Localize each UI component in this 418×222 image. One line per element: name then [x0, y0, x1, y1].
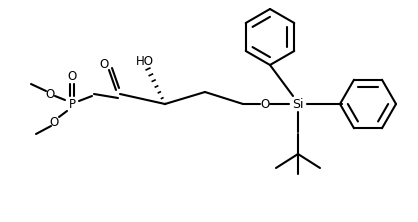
Text: O: O	[67, 69, 76, 83]
Text: O: O	[49, 115, 59, 129]
Text: HO: HO	[136, 54, 154, 67]
Text: P: P	[69, 97, 76, 111]
Text: Si: Si	[292, 97, 304, 111]
Text: O: O	[260, 97, 270, 111]
Text: O: O	[46, 87, 55, 101]
Text: O: O	[99, 57, 109, 71]
